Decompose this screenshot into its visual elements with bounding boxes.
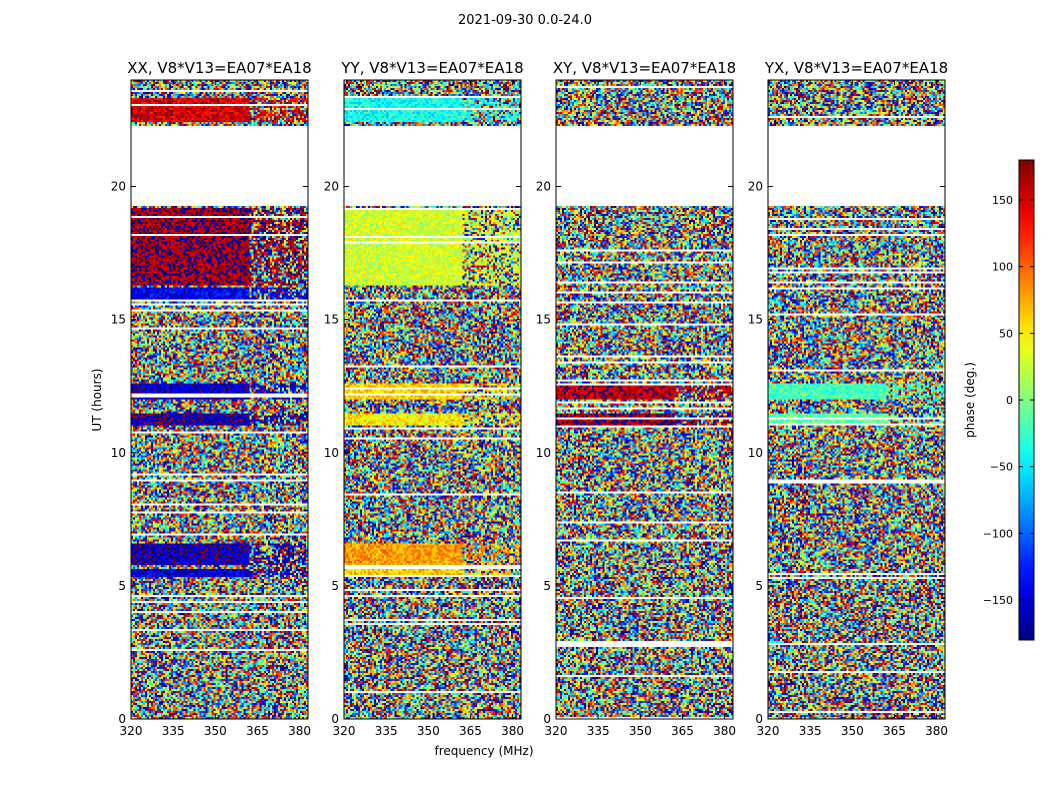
colorbar-tick-label: 100 [992,261,1013,274]
y-tick-label: 0 [543,712,551,726]
colorbar-tick-label: 150 [992,194,1013,207]
colorbar-tick-label: 50 [999,327,1013,340]
y-tick-label: 0 [118,712,126,726]
panel-xy: XY, V8*V13=EA07*EA18 320 335 350 365 380 0 5 10 1… [536,59,736,738]
x-tick-label: 335 [162,724,185,738]
x-tick-label: 350 [841,724,864,738]
y-tick-label: 10 [324,446,339,460]
heatmap-image [344,80,521,719]
colorbar-label: phase (deg.) [963,362,977,438]
x-tick-label: 380 [501,724,524,738]
x-tick-label: 335 [375,724,398,738]
x-tick-label: 320 [757,724,780,738]
y-tick-label: 5 [543,579,551,593]
figure-suptitle: 2021-09-30 0.0-24.0 [458,13,592,28]
colorbar-tick-label: −50 [990,461,1013,474]
axes-frame [555,79,734,720]
x-tick-label: 365 [671,724,694,738]
y-tick-label: 0 [755,712,763,726]
x-tick-label: 365 [459,724,482,738]
heatmap-image [131,80,308,719]
x-tick-label: 380 [713,724,736,738]
y-tick-label: 15 [748,313,763,327]
y-tick-label: 15 [324,313,339,327]
heatmap-image [556,80,733,719]
y-tick-label: 10 [536,446,551,460]
panel-title: XX, V8*V13=EA07*EA18 [127,59,311,77]
y-tick-label: 15 [111,313,126,327]
x-tick-label: 320 [333,724,356,738]
panel-yy: YY, V8*V13=EA07*EA18 320 335 350 365 380 0 5 10 1… [324,59,524,738]
x-tick-label: 335 [587,724,610,738]
x-tick-label: 365 [883,724,906,738]
x-tick-label: 365 [246,724,269,738]
colorbar: −150 −100 −50 0 50 100 150 phase (deg.) [963,159,1035,641]
y-tick-label: 5 [755,579,763,593]
x-tick-label: 320 [545,724,568,738]
x-tick-label: 350 [417,724,440,738]
colorbar-tick-label: −150 [983,594,1013,607]
y-tick-label: 10 [748,446,763,460]
y-tick-label: 5 [118,579,126,593]
y-tick-label: 20 [748,180,763,194]
panel-title: YX, V8*V13=EA07*EA18 [764,59,948,77]
axes-frame [130,79,309,720]
x-tick-label: 350 [629,724,652,738]
colorbar-tick-label: −100 [983,527,1013,540]
panel-title: YY, V8*V13=EA07*EA18 [340,59,523,77]
y-tick-label: 20 [324,180,339,194]
y-tick-label: 20 [536,180,551,194]
x-tick-label: 380 [288,724,311,738]
axes-frame [767,79,946,720]
y-tick-label: 0 [331,712,339,726]
y-tick-label: 15 [536,313,551,327]
panel-xx: XX, V8*V13=EA07*EA18 320 335 350 365 380 0 5 10 1… [111,59,312,738]
y-tick-label: 5 [331,579,339,593]
y-tick-label: 20 [111,180,126,194]
axes-frame [343,79,522,720]
y-axis-label: UT (hours) [90,368,104,431]
x-tick-label: 335 [799,724,822,738]
x-tick-label: 320 [120,724,143,738]
x-axis-label: frequency (MHz) [434,744,533,758]
panel-title: XY, V8*V13=EA07*EA18 [553,59,736,77]
panel-yx: YX, V8*V13=EA07*EA18 320 335 350 365 380 0 5 10 1… [748,59,948,738]
x-tick-label: 380 [925,724,948,738]
x-tick-label: 350 [204,724,227,738]
y-tick-label: 10 [111,446,126,460]
colorbar-tick-label: 0 [1006,394,1013,407]
heatmap-image [768,80,945,719]
